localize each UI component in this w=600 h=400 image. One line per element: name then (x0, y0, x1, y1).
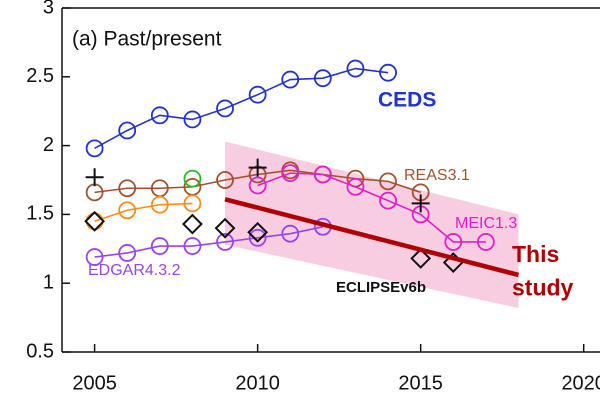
point (248, 228, 267, 247)
point (216, 99, 234, 118)
point (118, 201, 137, 220)
point (411, 194, 430, 213)
point (118, 179, 137, 198)
point (281, 224, 300, 243)
point (281, 164, 300, 183)
y-tick-label: 2 (43, 134, 54, 156)
point (183, 237, 202, 255)
point (313, 165, 332, 184)
point (150, 106, 169, 125)
point (281, 70, 300, 89)
series-line (94, 67, 389, 150)
series-line (94, 202, 193, 223)
point (118, 121, 137, 140)
point (379, 172, 397, 191)
x-tick-label: 2005 (72, 372, 117, 394)
point (150, 195, 169, 214)
x-tick-label: 2010 (235, 372, 280, 394)
point (248, 176, 267, 195)
chart-title: (a) Past/present (72, 28, 222, 51)
point (85, 168, 104, 187)
point (410, 248, 432, 269)
y-tick-label: 0.5 (26, 340, 54, 362)
series-line (224, 197, 520, 278)
series-label: ECLIPSEv6b (336, 279, 426, 296)
point (84, 210, 106, 232)
point (313, 69, 332, 88)
point (183, 110, 202, 129)
point (379, 63, 397, 82)
x-tick-label: 2015 (398, 372, 443, 394)
y-tick-label: 1 (43, 271, 54, 293)
y-tick-label: 3 (43, 0, 54, 18)
series-label: EDGAR4.3.2 (88, 262, 181, 279)
point (216, 233, 234, 251)
point (247, 221, 269, 243)
y-tick-label: 1.5 (26, 203, 54, 225)
x-tick-label: 2020 (561, 372, 600, 394)
y-tick-label: 2.5 (26, 65, 54, 87)
point (85, 248, 104, 266)
point (183, 169, 202, 188)
point (476, 233, 495, 251)
point (346, 59, 365, 78)
series-label: CEDS (378, 89, 436, 112)
series-line (94, 226, 324, 258)
point (248, 158, 267, 177)
point (444, 233, 463, 251)
point (182, 213, 203, 235)
point (150, 237, 169, 255)
point (214, 217, 236, 239)
point (216, 171, 234, 189)
uncertainty-band (225, 141, 519, 308)
series-label: MEIC1.3 (455, 215, 517, 232)
series-label: This study (512, 241, 574, 300)
point (118, 244, 137, 262)
point (183, 194, 202, 213)
point (248, 85, 267, 104)
point (85, 139, 104, 158)
point (346, 177, 365, 196)
series-label: REAS3.1 (404, 167, 470, 184)
point (379, 191, 397, 210)
